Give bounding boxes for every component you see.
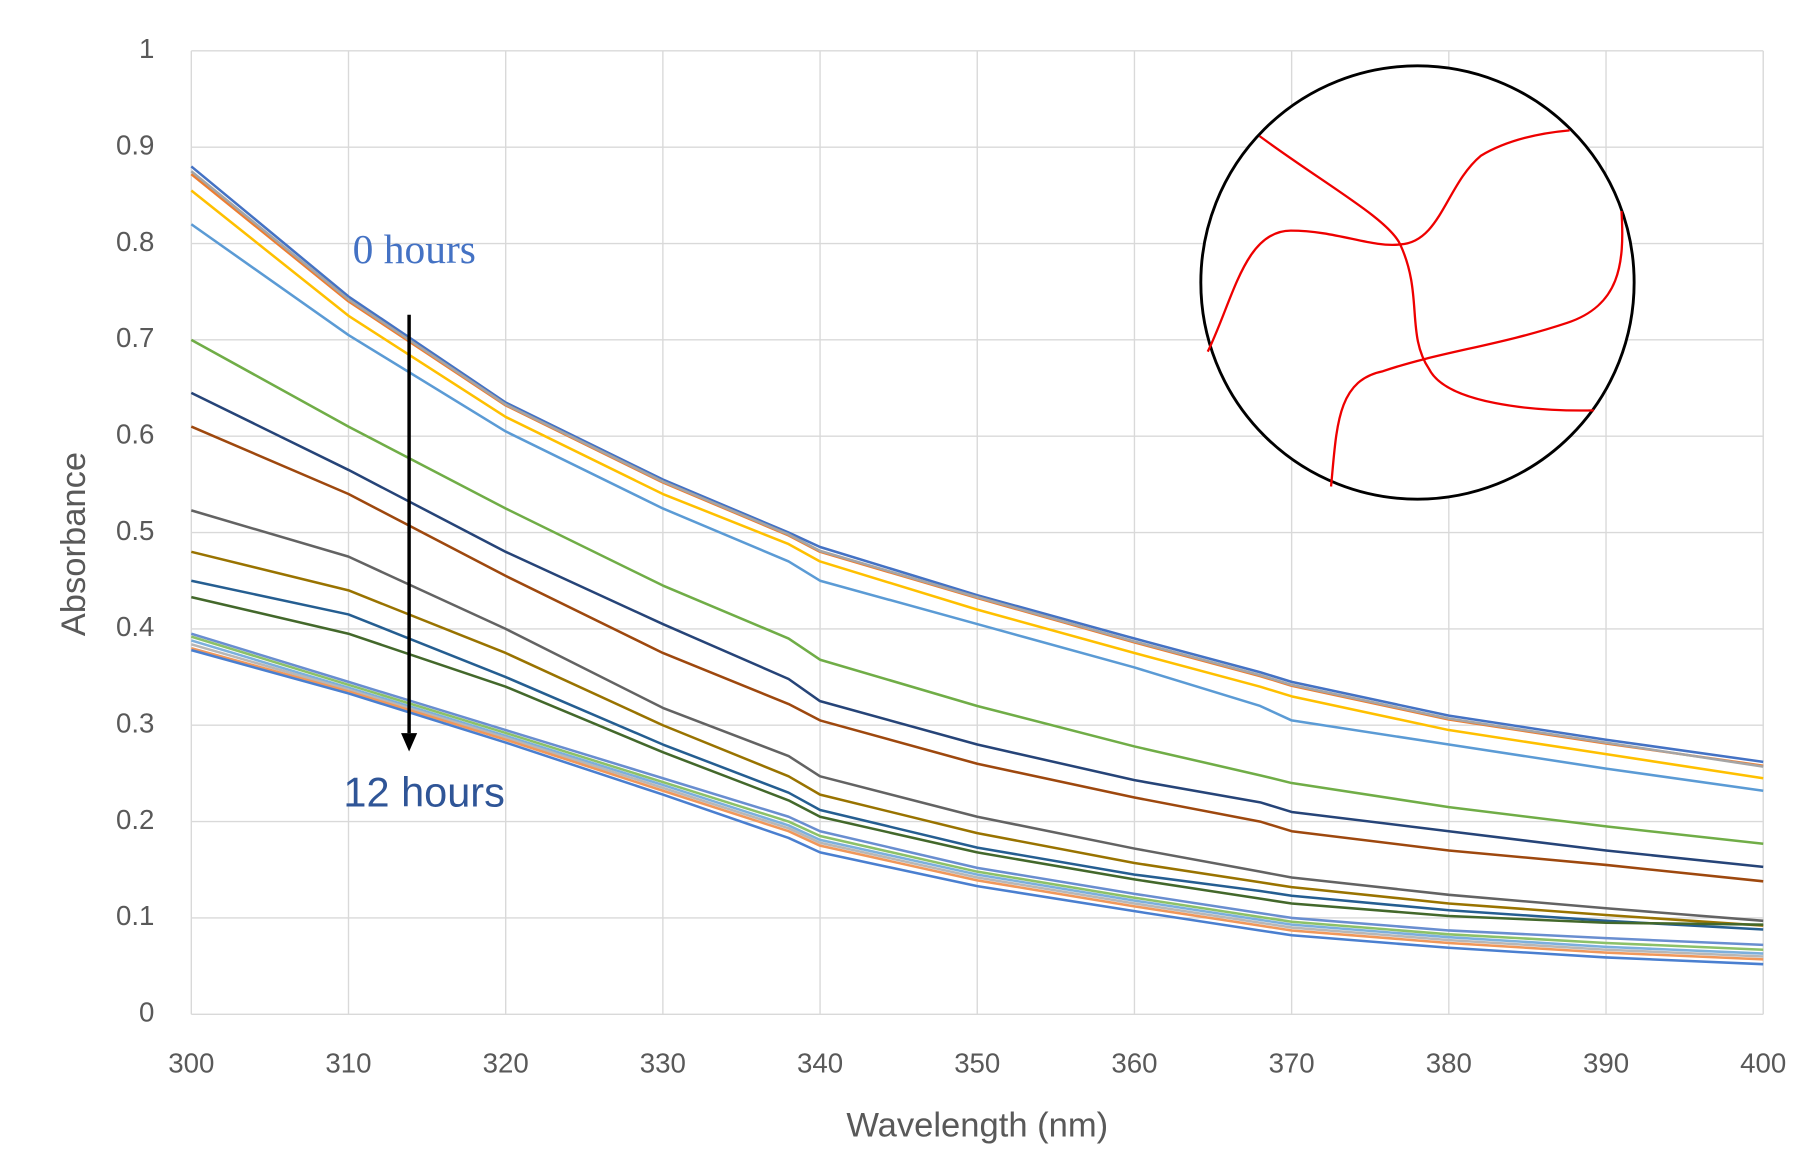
y-axis-title: Absorbance [55,452,93,636]
x-tick-label: 360 [1111,1047,1157,1078]
series-line [190,338,1764,846]
y-tick-label: 0.6 [116,419,154,450]
x-axis-title: Wavelength (nm) [846,1106,1108,1144]
y-tick-label: 0.1 [116,900,154,931]
x-tick-label: 370 [1269,1047,1315,1078]
y-tick-label: 0.8 [116,226,154,257]
series-line [190,425,1764,883]
series-line [190,648,1764,966]
y-tick-label: 0.5 [116,515,154,546]
series-line [190,223,1764,793]
series-line [190,639,1764,955]
series-line [191,595,1764,926]
series-line [191,579,1764,931]
inset-circle [1199,64,1636,501]
x-tick-label: 330 [640,1047,686,1078]
x-tick-label: 400 [1740,1047,1786,1078]
series-line [190,170,1764,768]
series-line [190,635,1764,951]
x-tick-label: 310 [325,1047,371,1078]
series-line [190,646,1764,961]
arrow-head [401,733,418,752]
chain [1258,135,1594,412]
plot-area: 0 0.1 0.2 0.3 0.4 0.5 0.6 0.7 0.8 0.9 1 300 310 320 33… [116,33,1786,1078]
inset-diagram [1199,64,1636,501]
x-tick-label: 320 [483,1047,529,1078]
y-tick-label: 1 [139,33,154,64]
series-line [191,550,1764,927]
chain [1329,210,1624,487]
series-line [190,189,1764,780]
chain [1206,129,1570,353]
series-line [190,643,1764,958]
annotation-end: 12 hours [343,768,504,815]
series-line [190,509,1764,923]
y-tick-label: 0.4 [116,611,154,642]
x-tick-label: 300 [168,1047,214,1078]
annotation-start: 0 hours [353,226,476,272]
series-line [190,632,1764,947]
x-tick-label: 340 [797,1047,843,1078]
x-tick-label: 390 [1583,1047,1629,1078]
y-tick-label: 0.9 [116,129,154,160]
series-line [190,165,1764,764]
x-tick-label: 380 [1426,1047,1472,1078]
y-tick-label: 0.3 [116,708,154,739]
y-tick-label: 0.7 [116,322,154,353]
y-tick-label: 0 [139,997,154,1028]
y-tick-label: 0.2 [116,804,154,835]
series-line [190,391,1764,869]
x-tick-label: 350 [954,1047,1000,1078]
